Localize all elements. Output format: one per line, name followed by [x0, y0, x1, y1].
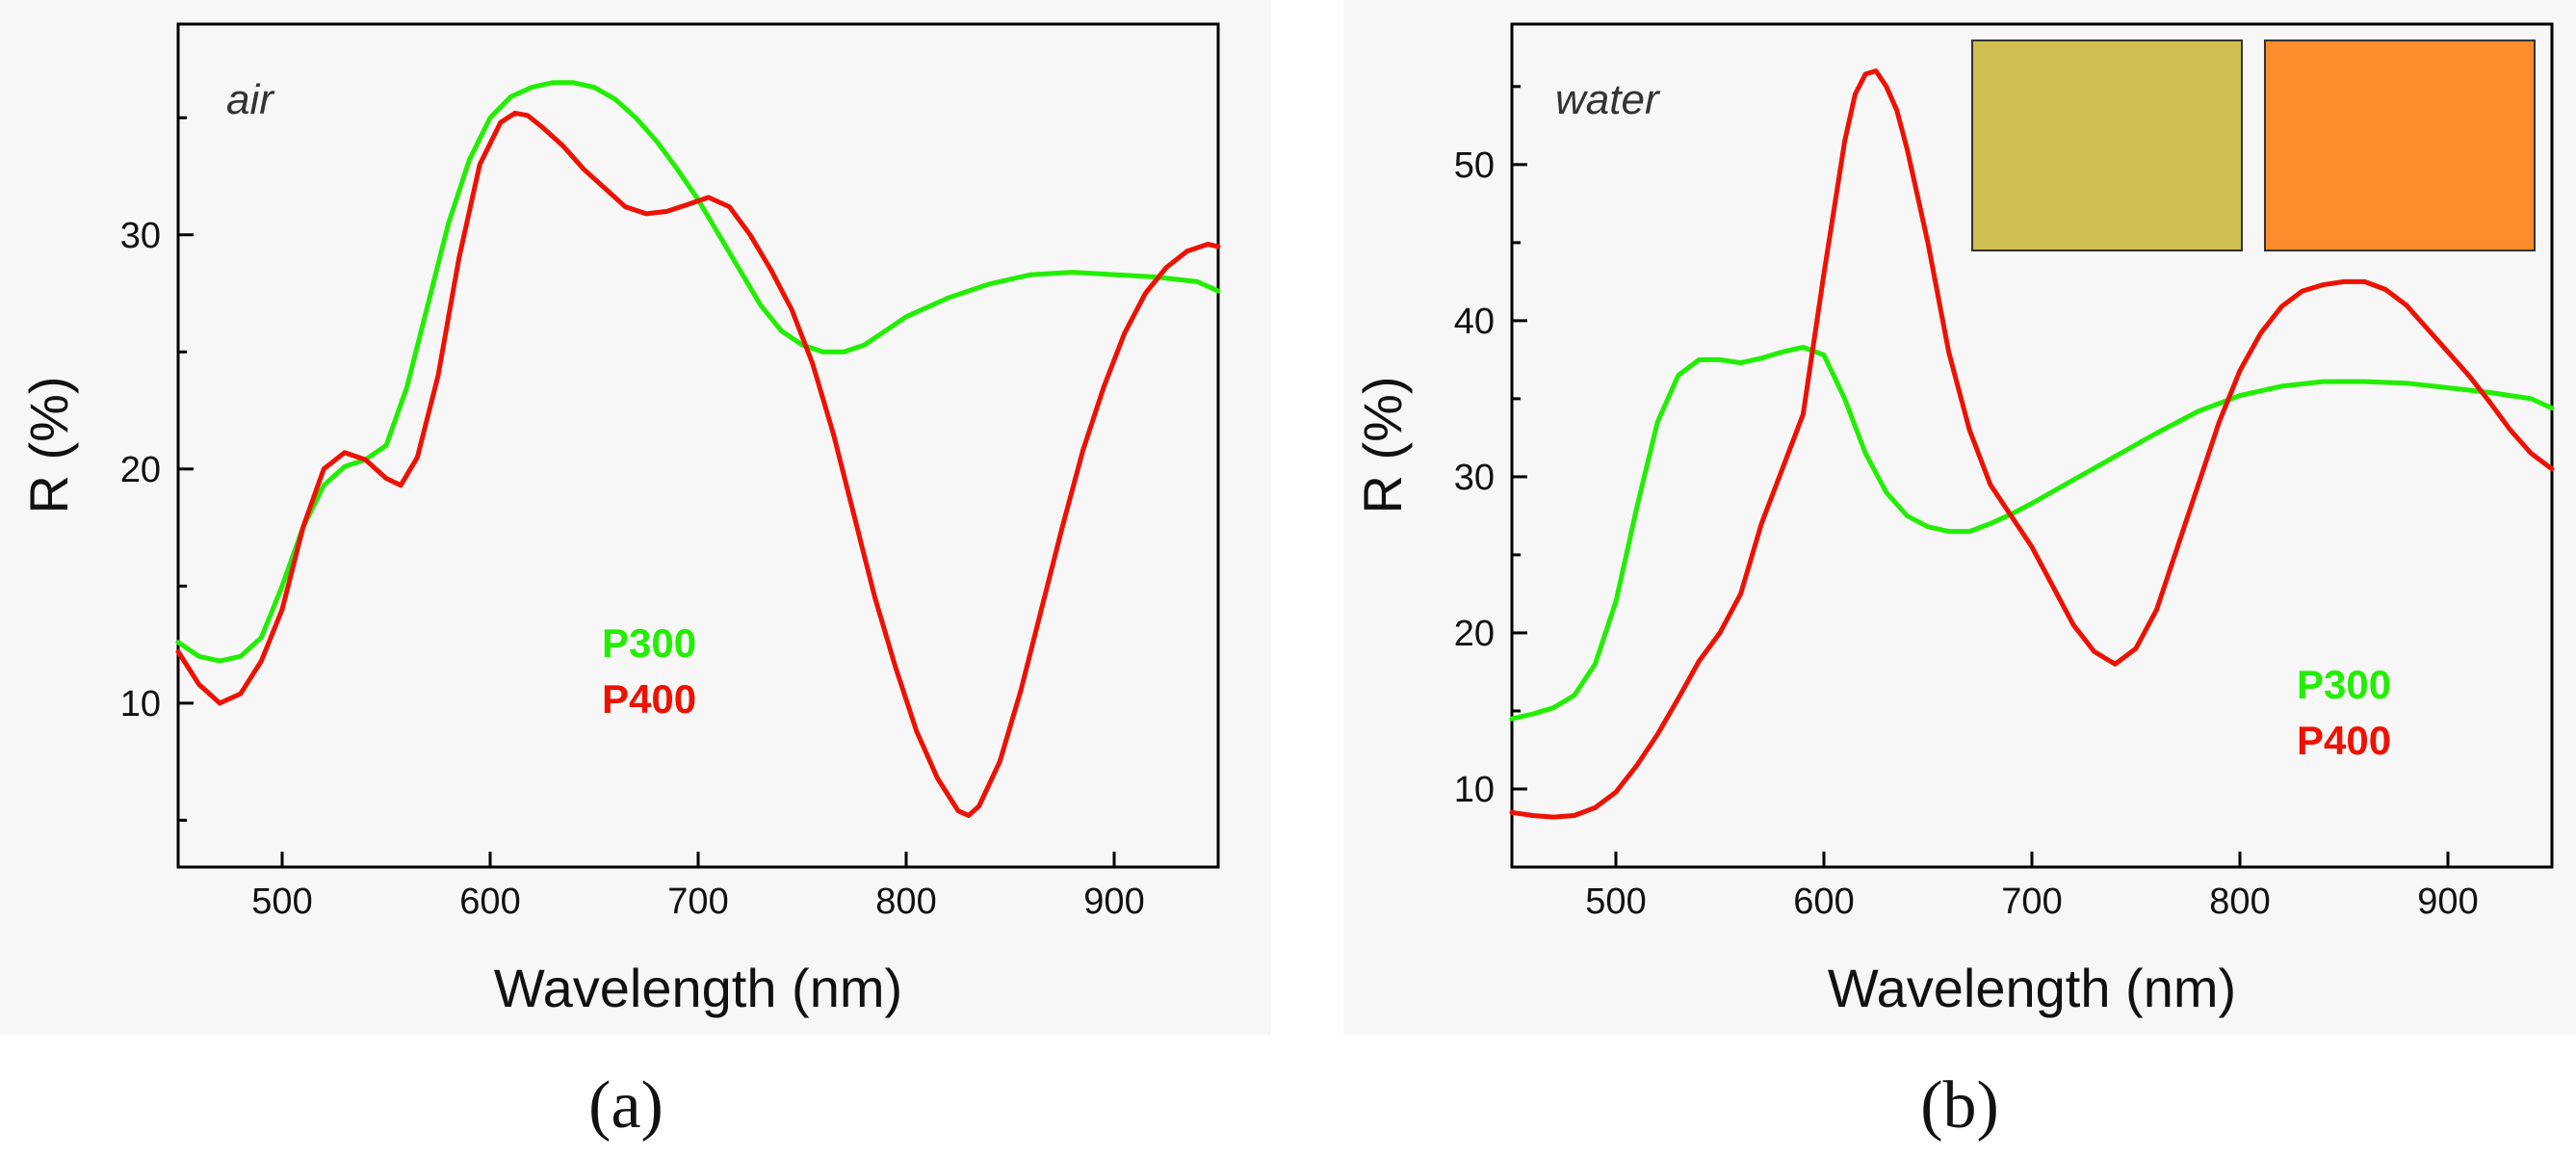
y-tick-label-20: 20: [120, 450, 161, 490]
panel-a-background: [0, 0, 1271, 1036]
medium-label-air: air: [226, 76, 275, 123]
y-axis-title-b: R (%): [1352, 376, 1413, 513]
series-group-b: [1509, 68, 2555, 820]
y-tick-label-30: 30: [1454, 458, 1495, 498]
axis-ticks-b: 500 600 700 800 900 10 20 30 40 50: [1454, 85, 2479, 922]
y-tick-label-30: 30: [120, 216, 161, 256]
y-tick-label-10: 10: [1454, 770, 1495, 810]
chart-panel-a: 500 600 700 800 900 10 20 30 air P300 P400 Wave…: [0, 0, 1271, 1143]
axis-ticks-a: 500 600 700 800 900 10 20 30: [120, 116, 1145, 922]
x-tick-label-600: 600: [1793, 882, 1854, 922]
inset-swatch-p300: [1971, 39, 2243, 251]
panel-caption-a: (a): [588, 1068, 664, 1143]
x-axis-title-b: Wavelength (nm): [1828, 958, 2236, 1018]
y-tick-label-40: 40: [1454, 302, 1495, 342]
legend-label-p300-b: P300: [2297, 662, 2391, 707]
x-tick-label-500: 500: [251, 882, 312, 922]
y-tick-label-10: 10: [120, 684, 161, 724]
series-line-p400-b: [1509, 68, 2555, 820]
x-tick-label-900: 900: [1083, 882, 1144, 922]
legend-label-p300-a: P300: [602, 620, 696, 666]
x-axis-title-a: Wavelength (nm): [494, 958, 902, 1018]
legend-label-p400-b: P400: [2297, 718, 2391, 763]
series-line-p300-b: [1509, 344, 2555, 722]
series-line-p300-a: [175, 80, 1221, 664]
x-tick-label-700: 700: [667, 882, 728, 922]
x-tick-label-600: 600: [459, 882, 520, 922]
x-tick-label-900: 900: [2417, 882, 2478, 922]
series-line-p400-a: [175, 110, 1221, 818]
x-tick-label-800: 800: [875, 882, 936, 922]
x-tick-label-800: 800: [2209, 882, 2270, 922]
y-tick-label-20: 20: [1454, 614, 1495, 654]
inset-swatch-p400: [2264, 39, 2536, 251]
x-tick-label-700: 700: [2001, 882, 2062, 922]
y-axis-title-a: R (%): [18, 376, 79, 513]
y-tick-label-50: 50: [1454, 145, 1495, 186]
chart-panel-b: 500 600 700 800 900 10 20 30 40 50 water P300 P40…: [1343, 0, 2576, 1143]
medium-label-water: water: [1555, 76, 1661, 123]
panel-caption-b: (b): [1920, 1068, 1999, 1143]
series-group-a: [175, 80, 1221, 818]
legend-label-p400-a: P400: [602, 676, 696, 722]
x-tick-label-500: 500: [1585, 882, 1646, 922]
